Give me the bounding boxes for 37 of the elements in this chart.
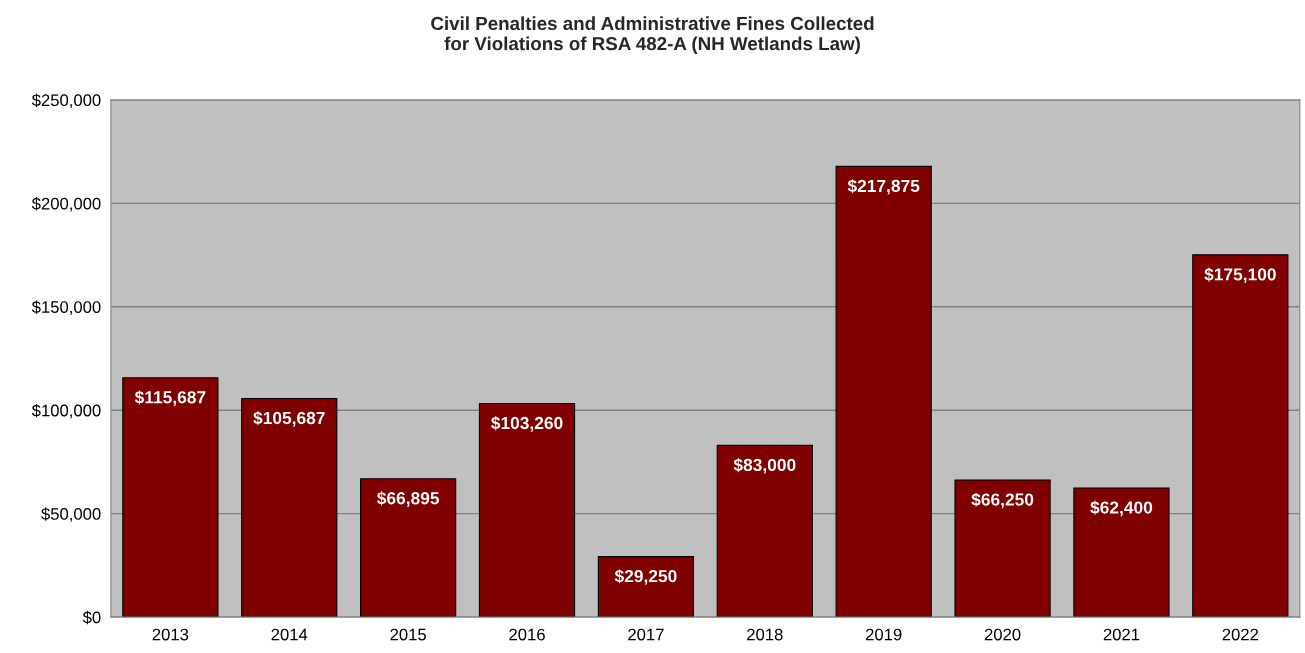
x-tick-label: 2018 — [747, 628, 783, 641]
x-tick-label: 2016 — [509, 628, 545, 641]
data-label: $175,100 — [1204, 267, 1276, 284]
data-label: $62,400 — [1090, 500, 1153, 517]
x-tick-label: 2022 — [1222, 628, 1259, 641]
data-label: $66,895 — [376, 491, 440, 507]
y-tick-label: $250,000 — [31, 93, 101, 109]
bar — [1192, 254, 1289, 618]
data-label: $217,875 — [847, 178, 920, 195]
y-tick-label: $100,000 — [31, 403, 101, 419]
bar — [478, 402, 576, 618]
x-tick-label: 2019 — [865, 628, 902, 641]
bar — [1073, 487, 1170, 618]
data-label: $115,687 — [134, 390, 206, 406]
data-label: $83,000 — [733, 458, 796, 474]
x-tick-label: 2015 — [390, 628, 426, 641]
bar — [360, 478, 457, 618]
bar — [122, 377, 219, 618]
x-tick-label: 2021 — [1103, 628, 1140, 641]
data-label: $66,250 — [971, 492, 1034, 509]
bar — [597, 556, 695, 618]
y-tick-label: $0 — [82, 610, 101, 625]
x-tick-label: 2020 — [984, 628, 1021, 641]
x-tick-label: 2017 — [628, 628, 664, 641]
bar — [954, 479, 1051, 618]
chart-title: Civil Penalties and Administrative Fines Collected for Violations of RSA 482-A (NH Wetlands Law) — [431, 16, 874, 54]
x-tick-label: 2013 — [152, 628, 189, 641]
bar — [835, 165, 932, 618]
data-label: $29,250 — [614, 569, 677, 585]
bar — [716, 444, 813, 618]
bar — [241, 397, 338, 618]
data-label: $103,260 — [491, 416, 563, 432]
y-tick-label: $150,000 — [31, 300, 101, 315]
y-tick-label: $200,000 — [31, 197, 101, 212]
data-label: $105,687 — [253, 411, 325, 427]
y-tick-label: $50,000 — [41, 507, 101, 522]
x-tick-label: 2014 — [271, 628, 308, 641]
